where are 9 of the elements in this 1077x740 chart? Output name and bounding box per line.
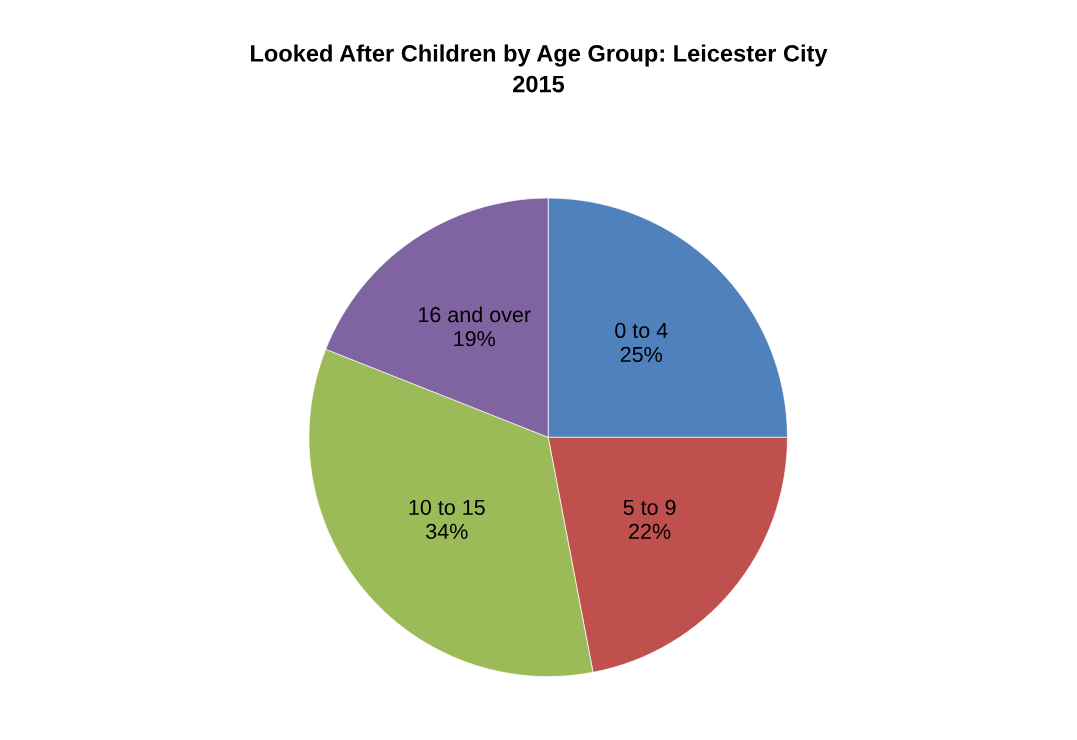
slice-label: 10 to 15 [409,499,485,516]
data-label: 22% [629,523,671,539]
data-label: 19% [454,331,495,347]
slice-label: 5 to 9 [623,499,676,516]
slice-label: 0 to 4 [615,322,668,339]
data-label: 25% [620,346,663,363]
slice-label: 16 and over [419,306,531,323]
chart-title: Looked After Children by Age Group: Leicester City 2015 [251,44,828,93]
data-label: 34% [426,523,468,539]
